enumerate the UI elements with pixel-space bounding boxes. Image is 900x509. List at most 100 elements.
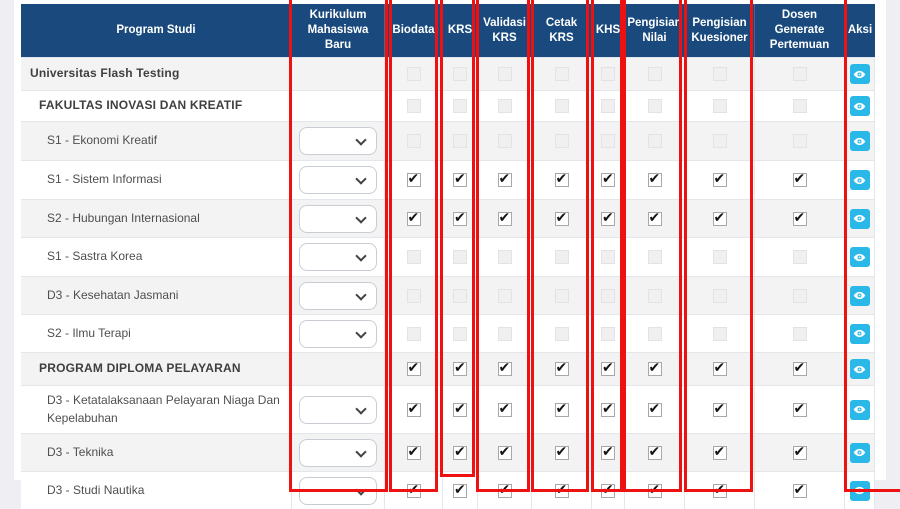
pengisian-nilai-checkbox[interactable]: ✔ (647, 171, 662, 187)
checkmark-icon: ✔ (793, 442, 806, 459)
checkmark-icon: ✔ (555, 399, 568, 416)
biodata-checkbox[interactable]: ✔ (406, 210, 421, 226)
validasi-krs-checkbox[interactable]: ✔ (497, 360, 512, 376)
khs-checkbox[interactable]: ✔ (601, 208, 615, 226)
biodata-checkbox (406, 134, 421, 148)
validasi-krs-checkbox[interactable]: ✔ (497, 401, 512, 417)
kurikulum-select[interactable] (299, 476, 377, 505)
krs-checkbox[interactable]: ✔ (453, 444, 467, 460)
checkmark-icon: ✔ (793, 399, 806, 416)
krs-checkbox[interactable]: ✔ (453, 482, 467, 498)
kurikulum-select[interactable] (299, 204, 377, 233)
cetak-krs-checkbox[interactable]: ✔ (554, 360, 569, 376)
validasi-krs-checkbox[interactable]: ✔ (497, 171, 512, 187)
pengisian-nilai-cell: ✔ (625, 161, 685, 199)
validasi-krs-checkbox[interactable]: ✔ (497, 444, 512, 460)
pengisian-kuesioner-checkbox[interactable]: ✔ (712, 399, 727, 417)
validasi-krs-cell: ✔ (478, 161, 532, 199)
dosen-generate-pertemuan-checkbox[interactable]: ✔ (792, 482, 807, 498)
pengisian-nilai-checkbox[interactable]: ✔ (647, 444, 662, 460)
kurikulum-select[interactable] (299, 166, 377, 194)
khs-cell (592, 277, 625, 314)
cetak-krs-checkbox[interactable]: ✔ (554, 399, 569, 417)
biodata-checkbox[interactable]: ✔ (406, 444, 421, 460)
view-action-button[interactable] (849, 480, 870, 501)
biodata-cell: ✔ (385, 200, 443, 237)
view-action-button[interactable] (849, 359, 870, 379)
krs-checkbox[interactable]: ✔ (453, 360, 467, 376)
dosen-generate-pertemuan-checkbox[interactable]: ✔ (792, 442, 807, 460)
view-action-button[interactable] (849, 247, 870, 267)
biodata-checkbox[interactable]: ✔ (406, 171, 421, 187)
validasi-krs-checkbox (497, 67, 512, 81)
pengisian-kuesioner-checkbox[interactable]: ✔ (712, 360, 727, 376)
kurikulum-select[interactable] (299, 281, 377, 310)
validasi-krs-checkbox[interactable]: ✔ (497, 482, 512, 498)
dosen-generate-pertemuan-checkbox (792, 288, 807, 303)
kurikulum-select[interactable] (299, 319, 377, 348)
khs-checkbox[interactable]: ✔ (601, 171, 615, 187)
view-action-button[interactable] (849, 285, 870, 306)
biodata-cell: ✔ (385, 434, 443, 471)
kurikulum-cell (292, 161, 385, 199)
khs-checkbox[interactable]: ✔ (601, 401, 615, 417)
dosen-generate-pertemuan-cell (755, 315, 845, 352)
checkmark-icon: ✔ (648, 480, 661, 497)
cetak-krs-checkbox[interactable]: ✔ (554, 444, 569, 460)
validasi-krs-checkbox[interactable]: ✔ (497, 210, 512, 226)
pengisian-nilai-checkbox[interactable]: ✔ (647, 480, 662, 498)
cetak-krs-checkbox[interactable]: ✔ (554, 171, 569, 187)
krs-checkbox (453, 99, 467, 113)
krs-checkbox[interactable]: ✔ (453, 401, 467, 417)
biodata-checkbox[interactable]: ✔ (406, 401, 421, 417)
dosen-generate-pertemuan-checkbox[interactable]: ✔ (792, 210, 807, 226)
pengisian-kuesioner-checkbox[interactable]: ✔ (712, 210, 727, 226)
biodata-checkbox[interactable]: ✔ (406, 360, 421, 376)
checkmark-icon: ✔ (602, 208, 614, 225)
view-action-button[interactable] (849, 131, 870, 151)
pengisian-kuesioner-checkbox[interactable]: ✔ (712, 482, 727, 498)
view-action-button[interactable] (849, 323, 870, 344)
validasi-krs-cell (478, 91, 532, 121)
cetak-krs-checkbox[interactable]: ✔ (554, 482, 569, 498)
cetak-krs-cell: ✔ (532, 472, 592, 509)
dosen-generate-pertemuan-checkbox[interactable]: ✔ (792, 399, 807, 417)
kurikulum-select[interactable] (299, 438, 377, 467)
kurikulum-select[interactable] (299, 127, 377, 155)
pengisian-kuesioner-checkbox[interactable]: ✔ (712, 444, 727, 460)
khs-checkbox[interactable]: ✔ (601, 444, 615, 460)
krs-cell: ✔ (443, 472, 478, 509)
krs-cell (443, 122, 478, 160)
view-action-button[interactable] (849, 64, 870, 84)
krs-checkbox[interactable]: ✔ (453, 171, 467, 187)
checkmark-icon: ✔ (793, 170, 806, 186)
dosen-generate-pertemuan-checkbox[interactable]: ✔ (792, 170, 807, 187)
khs-checkbox[interactable]: ✔ (601, 360, 615, 376)
dosen-generate-pertemuan-checkbox[interactable]: ✔ (792, 360, 807, 376)
biodata-checkbox[interactable]: ✔ (406, 482, 421, 498)
checkmark-icon: ✔ (713, 399, 726, 416)
view-action-button[interactable] (849, 170, 870, 190)
pengisian-kuesioner-checkbox[interactable]: ✔ (712, 171, 727, 187)
view-action-button[interactable] (849, 399, 870, 420)
validasi-krs-checkbox (497, 99, 512, 113)
view-action-button[interactable] (849, 442, 870, 463)
validasi-krs-cell (478, 58, 532, 90)
pengisian-nilai-checkbox[interactable]: ✔ (647, 360, 662, 376)
krs-checkbox (453, 134, 467, 148)
khs-cell: ✔ (592, 161, 625, 199)
view-action-button[interactable] (849, 208, 870, 229)
pengisian-nilai-cell: ✔ (625, 472, 685, 509)
kurikulum-select[interactable] (299, 243, 377, 271)
view-action-button[interactable] (849, 96, 870, 116)
column-header-krs: KRS (443, 4, 478, 57)
pengisian-nilai-checkbox[interactable]: ✔ (647, 210, 662, 226)
cetak-krs-cell: ✔ (532, 434, 592, 471)
table-row: D3 - Ketatalaksanaan Pelayaran Niaga Dan… (21, 385, 875, 433)
cetak-krs-checkbox[interactable]: ✔ (554, 210, 569, 226)
khs-checkbox[interactable]: ✔ (601, 482, 615, 498)
kurikulum-select[interactable] (299, 395, 377, 424)
cetak-krs-checkbox (554, 326, 569, 341)
pengisian-nilai-checkbox[interactable]: ✔ (647, 401, 662, 417)
krs-checkbox[interactable]: ✔ (453, 210, 467, 226)
